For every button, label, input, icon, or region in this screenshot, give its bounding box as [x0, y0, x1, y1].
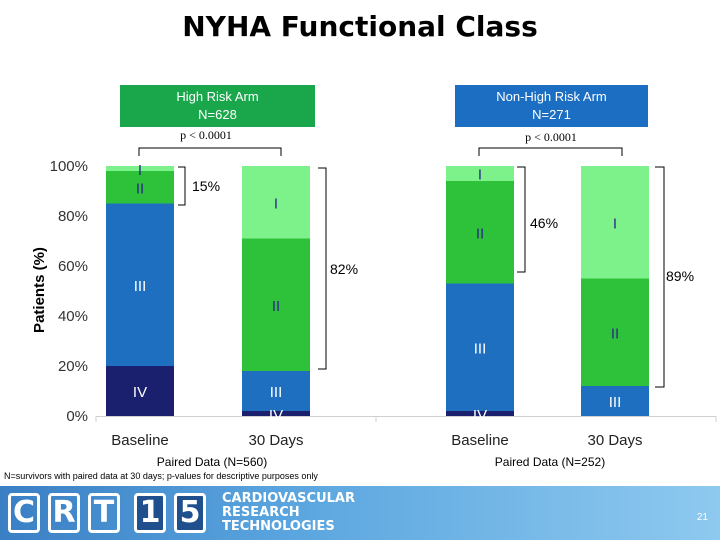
bracket-46 — [517, 166, 526, 273]
slide-number: 21 — [696, 512, 708, 523]
bar-segment-iii — [446, 283, 514, 411]
logo-letter-c: C — [8, 493, 40, 533]
segment-label-iv: IV — [133, 384, 147, 401]
bar-segment-i — [106, 166, 174, 171]
bar-segment-iii — [581, 386, 649, 416]
bar-segment-ii — [106, 171, 174, 204]
x-category-label: Baseline — [451, 432, 509, 449]
bracket-89 — [655, 166, 665, 388]
high-risk-arm-box: High Risk Arm N=628 — [120, 85, 315, 127]
y-tick-label: 20% — [58, 358, 88, 375]
segment-label-ii: II — [611, 325, 619, 342]
x-category-label: 30 Days — [248, 432, 303, 449]
non-high-risk-paired-data: Paired Data (N=252) — [494, 455, 606, 469]
high-risk-arm-n: N=628 — [198, 107, 237, 122]
annotation-89: 89% — [666, 268, 694, 284]
y-tick-label: 60% — [58, 258, 88, 275]
bar-segment-i — [446, 166, 514, 181]
bar-segment-ii — [446, 181, 514, 284]
segment-label-iii: III — [270, 384, 283, 401]
segment-label-iv: IV — [269, 407, 283, 424]
segment-label-ii: II — [136, 180, 144, 197]
footer-banner: C R T 1 5 CARDIOVASCULAR RESEARCH TECHNO… — [0, 486, 720, 540]
high-risk-arm-label: High Risk Arm — [176, 89, 259, 104]
logo-text: CARDIOVASCULAR RESEARCH TECHNOLOGIES — [222, 492, 355, 534]
high-risk-pvalue: p < 0.0001 — [180, 128, 232, 142]
bracket-15 — [178, 166, 186, 206]
nyha-chart: 0%20%40%60%80%100%IVIIIIIIBaselineIVIIII… — [31, 147, 717, 449]
y-tick-label: 100% — [50, 158, 88, 175]
logo-text-line-3: TECHNOLOGIES — [222, 519, 335, 534]
bar-segment-iv — [106, 366, 174, 416]
bar-segment-iv — [242, 411, 310, 416]
y-tick-label: 80% — [58, 208, 88, 225]
bar-segment-i — [242, 166, 310, 239]
non-high-risk-arm-n: N=271 — [532, 107, 571, 122]
segment-label-i: I — [613, 215, 617, 232]
bar-segment-iii — [106, 203, 174, 366]
bar-segment-iii — [242, 371, 310, 411]
segment-label-iii: III — [134, 278, 147, 295]
bracket-82 — [318, 167, 327, 370]
segment-label-i: I — [138, 162, 142, 179]
logo-digit-5: 5 — [174, 493, 206, 533]
annotation-82: 82% — [330, 261, 358, 277]
y-axis-label: Patients (%) — [31, 247, 48, 333]
logo-letter-r: R — [48, 493, 80, 533]
segment-label-i: I — [274, 195, 278, 212]
logo-text-line-1: CARDIOVASCULAR — [222, 491, 355, 506]
pvalue-bracket-nonhigh — [478, 147, 623, 156]
annotation-46: 46% — [530, 215, 558, 231]
slide-title: NYHA Functional Class — [182, 10, 538, 43]
high-risk-paired-data: Paired Data (N=560) — [156, 455, 268, 469]
segment-label-iii: III — [609, 394, 622, 411]
bar-segment-ii — [581, 278, 649, 386]
bar-segment-ii — [242, 238, 310, 371]
y-tick-label: 0% — [66, 408, 88, 425]
non-high-risk-arm-box: Non-High Risk Arm N=271 — [455, 85, 648, 127]
y-tick-label: 40% — [58, 308, 88, 325]
bar-segment-i — [581, 166, 649, 279]
logo-letter-t: T — [88, 493, 120, 533]
segment-label-iii: III — [474, 340, 487, 357]
segment-label-ii: II — [476, 225, 484, 242]
non-high-risk-pvalue: p < 0.0001 — [525, 130, 577, 144]
logo-text-line-2: RESEARCH — [222, 505, 300, 520]
bar-segment-iv — [446, 411, 514, 416]
footnote: N=survivors with paired data at 30 days;… — [4, 471, 318, 481]
x-category-label: 30 Days — [587, 432, 642, 449]
x-category-label: Baseline — [111, 432, 169, 449]
segment-label-ii: II — [272, 298, 280, 315]
segment-label-i: I — [478, 167, 482, 184]
segment-label-iv: IV — [473, 407, 487, 424]
annotation-15: 15% — [192, 178, 220, 194]
logo-digit-1: 1 — [134, 493, 166, 533]
pvalue-bracket-high — [138, 147, 282, 156]
non-high-risk-arm-label: Non-High Risk Arm — [496, 89, 607, 104]
